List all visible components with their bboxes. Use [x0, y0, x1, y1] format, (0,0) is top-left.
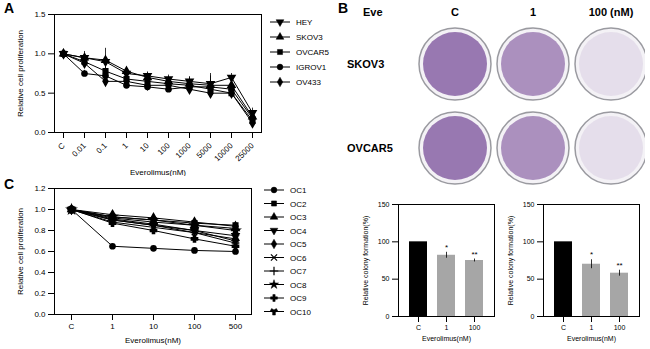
html-text:B: B: [338, 0, 349, 16]
svg-text:0: 0: [531, 313, 535, 320]
svg-text:OC10: OC10: [290, 308, 311, 317]
svg-text:100: 100: [188, 322, 202, 331]
svg-text:100: 100: [614, 324, 626, 331]
svg-text:SKOV3: SKOV3: [296, 33, 323, 42]
svg-text:C: C: [561, 324, 566, 331]
svg-text:Everolimus(nM): Everolimus(nM): [125, 336, 181, 345]
svg-text:*: *: [445, 243, 448, 252]
svg-text:C: C: [451, 6, 459, 18]
svg-text:1: 1: [590, 324, 594, 331]
svg-text:OC2: OC2: [290, 200, 307, 209]
svg-text:OV433: OV433: [296, 78, 321, 87]
svg-text:OC7: OC7: [290, 267, 307, 276]
svg-text:OVCAR5: OVCAR5: [296, 48, 329, 57]
svg-text:C: C: [416, 324, 421, 331]
svg-text:100: 100: [156, 141, 172, 157]
svg-text:50: 50: [527, 275, 535, 282]
svg-text:1.0: 1.0: [34, 205, 46, 214]
svg-text:100: 100: [469, 324, 481, 331]
svg-text:0.4: 0.4: [34, 268, 46, 277]
svg-text:OC9: OC9: [290, 294, 307, 303]
svg-text:150: 150: [523, 201, 535, 208]
svg-text:OC6: OC6: [290, 254, 307, 263]
svg-text:Relative cell proliferation: Relative cell proliferation: [16, 208, 25, 295]
svg-text:25000: 25000: [234, 141, 256, 163]
svg-text:**: **: [471, 250, 477, 259]
svg-text:0.0: 0.0: [34, 310, 46, 319]
svg-text:OVCAR5: OVCAR5: [347, 142, 393, 154]
svg-text:Relative colony formation(%): Relative colony formation(%): [507, 216, 515, 305]
svg-text:IGROV1: IGROV1: [296, 63, 327, 72]
svg-text:10000: 10000: [213, 141, 235, 163]
svg-text:1: 1: [445, 324, 449, 331]
svg-text:0.0: 0.0: [34, 128, 46, 137]
svg-text:100: 100: [378, 238, 390, 245]
svg-text:*: *: [590, 250, 593, 259]
svg-text:Eve: Eve: [363, 6, 383, 18]
svg-text:OC8: OC8: [290, 281, 307, 290]
svg-text:**: **: [616, 261, 622, 270]
svg-text:1: 1: [530, 6, 536, 18]
svg-text:1: 1: [120, 141, 130, 151]
svg-text:OC4: OC4: [290, 227, 307, 236]
svg-text:Everolimus(nM): Everolimus(nM): [567, 335, 616, 343]
svg-text:100 (nM): 100 (nM): [589, 6, 634, 18]
svg-text:0: 0: [386, 313, 390, 320]
svg-text:10: 10: [138, 141, 151, 154]
svg-text:1.2: 1.2: [34, 184, 46, 193]
svg-text:150: 150: [378, 201, 390, 208]
svg-text:OC1: OC1: [290, 186, 307, 195]
html-text:A: A: [4, 0, 15, 16]
svg-text:1: 1: [110, 322, 115, 331]
svg-text:1000: 1000: [174, 141, 193, 160]
svg-text:100: 100: [523, 238, 535, 245]
svg-text:5000: 5000: [195, 141, 214, 160]
svg-text:0.1: 0.1: [94, 141, 109, 156]
svg-text:Relative colony formation(%): Relative colony formation(%): [362, 216, 370, 305]
svg-text:0.6: 0.6: [34, 247, 46, 256]
svg-text:1.0: 1.0: [34, 49, 46, 58]
svg-text:C: C: [56, 141, 67, 152]
html-text:C: C: [4, 176, 15, 192]
svg-text:10: 10: [149, 322, 158, 331]
svg-text:Relative cell proliferation: Relative cell proliferation: [16, 30, 25, 117]
svg-text:HEY: HEY: [296, 18, 313, 27]
svg-text:OC5: OC5: [290, 240, 307, 249]
svg-text:C: C: [69, 322, 75, 331]
svg-text:OC3: OC3: [290, 213, 307, 222]
svg-text:0.2: 0.2: [34, 289, 46, 298]
svg-text:SKOV3: SKOV3: [347, 58, 384, 70]
svg-text:Everolimus(nM): Everolimus(nM): [422, 335, 471, 343]
svg-text:50: 50: [382, 275, 390, 282]
svg-text:Everolimus(nM): Everolimus(nM): [130, 168, 186, 177]
svg-text:0.01: 0.01: [70, 141, 88, 159]
svg-text:1.5: 1.5: [34, 10, 46, 19]
svg-text:0.8: 0.8: [34, 226, 46, 235]
svg-text:500: 500: [229, 322, 243, 331]
svg-text:0.5: 0.5: [34, 89, 46, 98]
